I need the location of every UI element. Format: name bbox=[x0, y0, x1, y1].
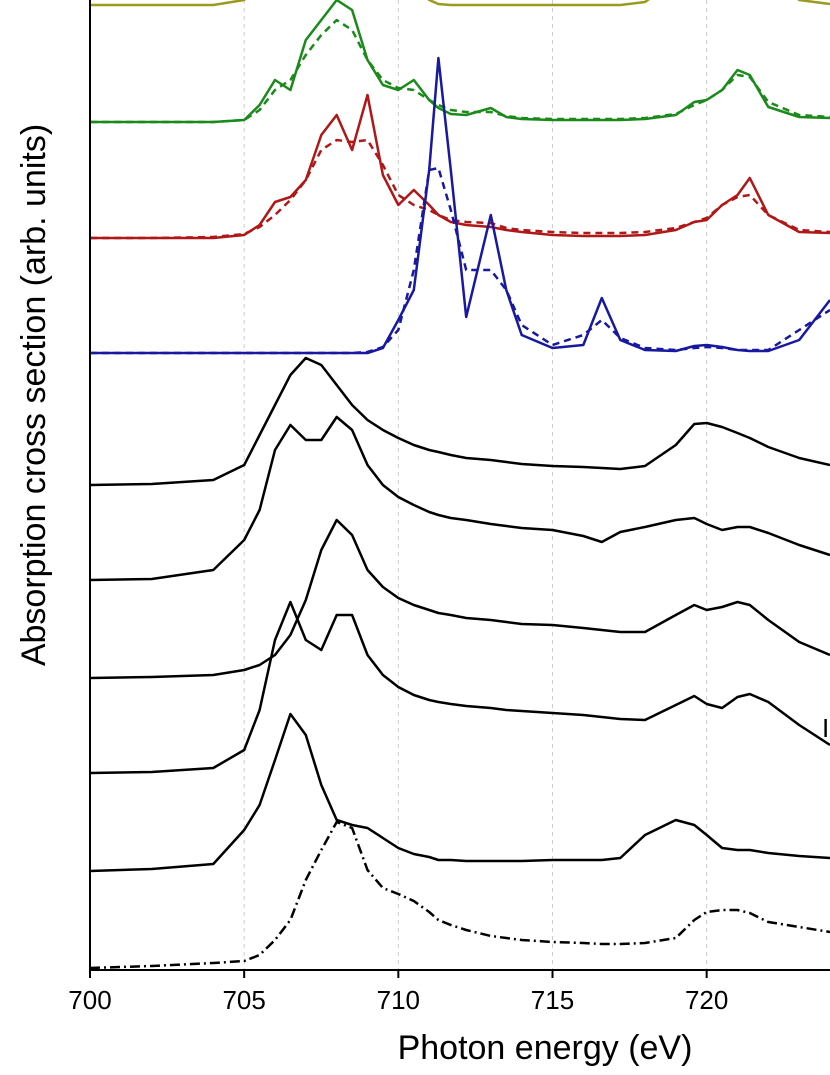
series-line bbox=[90, 56, 830, 355]
annotation: I bbox=[822, 713, 829, 743]
x-axis-label: Photon energy (eV) bbox=[398, 1029, 693, 1067]
series-line bbox=[90, 415, 830, 582]
y-axis-label: Absorption cross section (arb. units) bbox=[15, 124, 53, 666]
series-line bbox=[90, 600, 830, 775]
x-tick-label: 720 bbox=[685, 985, 728, 1015]
series-line bbox=[90, 0, 830, 124]
series-line bbox=[90, 0, 830, 7]
x-tick-label: 715 bbox=[531, 985, 574, 1015]
series-line bbox=[90, 18, 830, 124]
series-line bbox=[90, 138, 830, 240]
grid bbox=[89, 0, 708, 970]
series-line bbox=[90, 356, 830, 487]
series-line bbox=[90, 712, 830, 873]
series-line bbox=[90, 518, 830, 680]
series-line bbox=[90, 166, 830, 355]
series-line bbox=[90, 93, 830, 240]
plot-area bbox=[90, 0, 830, 970]
x-tick-label: 710 bbox=[377, 985, 420, 1015]
x-tick-label: 700 bbox=[68, 985, 111, 1015]
x-tick-label: 705 bbox=[222, 985, 265, 1015]
